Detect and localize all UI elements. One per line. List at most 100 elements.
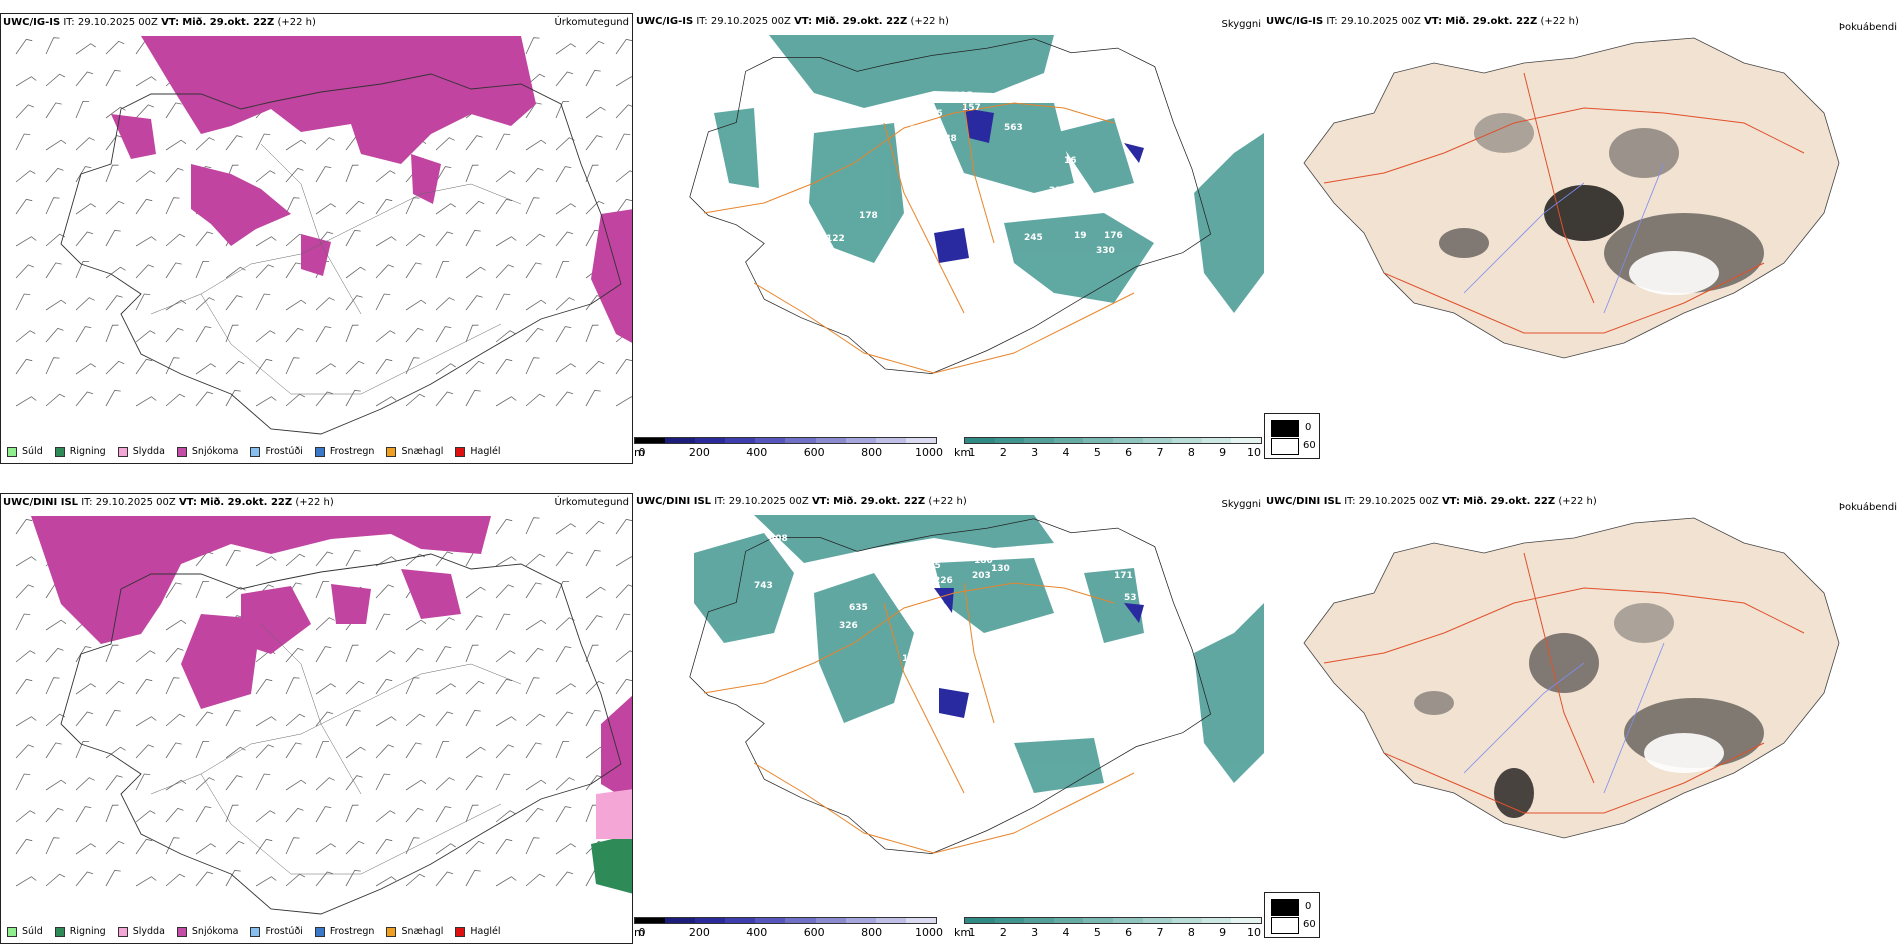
wind-barb	[435, 297, 455, 311]
wind-barb	[45, 873, 66, 887]
wind-barb	[465, 869, 481, 887]
wind-barb	[15, 104, 34, 119]
wind-barb	[165, 327, 184, 343]
wind-barb	[525, 37, 540, 55]
wind-barb	[495, 133, 511, 151]
wind-barb	[255, 678, 273, 695]
wind-barb	[405, 677, 420, 695]
colorbar-tick: 9	[1219, 926, 1227, 939]
wind-barb	[495, 613, 511, 631]
wind-barb	[585, 520, 605, 535]
wind-barb	[585, 360, 605, 375]
wind-barb	[495, 198, 513, 215]
wind-barb	[555, 137, 575, 151]
wind-barb	[105, 229, 121, 247]
wind-barb	[15, 170, 36, 183]
colorbar-tick: 1	[968, 926, 976, 939]
wind-barb	[435, 617, 455, 631]
legend-label: Slydda	[132, 926, 165, 937]
legend-label: Snjókoma	[191, 446, 239, 457]
colorbar-tick: 5	[1093, 446, 1101, 459]
wind-barb	[555, 683, 576, 695]
wind-barb	[555, 326, 572, 343]
wind-barb	[75, 843, 96, 855]
wind-barb	[465, 746, 486, 759]
wind-barb	[315, 806, 332, 823]
wind-barb	[165, 102, 182, 119]
wind-barb	[105, 295, 123, 311]
legend-swatch	[314, 446, 325, 457]
wind-barb	[255, 330, 276, 343]
wind-barb	[45, 393, 66, 407]
colorbar-strip	[634, 917, 937, 924]
wind-barb	[555, 391, 574, 407]
wind-barb	[105, 709, 121, 727]
colorbar-tick: 3	[1031, 446, 1039, 459]
ceiling-value-label: 212	[1049, 186, 1068, 196]
wind-barb	[315, 683, 336, 695]
legend-item: Frostúði	[250, 446, 303, 457]
wind-barb	[465, 840, 485, 855]
legend-item: Súld	[7, 446, 43, 457]
colorbar-tick: 9	[1219, 446, 1227, 459]
wind-barb	[495, 810, 516, 823]
wind-barb	[315, 580, 330, 599]
wind-barb	[135, 104, 154, 119]
wind-barb	[285, 393, 306, 407]
wind-barb	[225, 266, 246, 279]
ceiling-value-label: 19	[1074, 231, 1087, 241]
ceiling-colorbar: m 0 200 400 600 800 1000	[634, 917, 943, 944]
wind-barb	[225, 360, 245, 375]
wind-barb	[435, 260, 450, 279]
wind-barb	[15, 678, 33, 695]
wind-barb	[195, 740, 210, 759]
wind-barb	[135, 330, 156, 343]
legend-item: Frostúði	[250, 926, 303, 937]
wind-barb	[405, 299, 427, 311]
wind-barb	[465, 775, 483, 791]
wind-barb	[465, 804, 479, 823]
wind-barb	[375, 613, 391, 631]
colorbar-tick: 6	[1125, 926, 1133, 939]
wind-barb	[555, 297, 575, 311]
wind-barb	[375, 170, 396, 183]
colorbar-tick: 1000	[915, 446, 943, 459]
wind-barb	[255, 773, 271, 791]
wind-barb	[165, 393, 186, 407]
wind-barb	[255, 838, 273, 855]
wind-barb	[165, 807, 184, 823]
wind-barb	[75, 203, 96, 215]
wind-barb	[75, 711, 94, 727]
wind-barb	[225, 869, 241, 887]
ceiling-value-label: 367	[910, 125, 929, 135]
wind-barb	[525, 582, 542, 599]
wind-barb	[45, 357, 60, 375]
ceiling-value-label: 10	[1074, 686, 1087, 696]
wind-barb	[495, 650, 516, 663]
roads	[1323, 72, 1805, 334]
wind-barb	[555, 871, 574, 887]
wind-barb	[15, 810, 36, 823]
wind-barb	[225, 840, 245, 855]
wind-barb	[15, 556, 37, 567]
legend-swatch	[54, 926, 65, 937]
wind-barb	[285, 197, 300, 215]
wind-barb	[525, 262, 542, 279]
wind-barb	[525, 357, 540, 375]
wind-barb	[135, 810, 156, 823]
wind-barb	[345, 549, 361, 567]
wind-barb	[525, 299, 547, 311]
wind-barb	[435, 806, 452, 823]
wind-barb	[315, 363, 336, 375]
wind-barb	[135, 716, 157, 727]
colorbar-tick: 1	[968, 446, 976, 459]
wind-barb	[105, 164, 119, 183]
wind-barb	[195, 391, 214, 407]
ceiling-value-label: 324	[1039, 681, 1058, 691]
legend-swatch	[386, 926, 397, 937]
colorbar-strip	[964, 437, 1262, 444]
wind-barb	[285, 167, 304, 183]
wind-barb	[225, 586, 246, 599]
ceiling-value-label: 130	[991, 564, 1010, 574]
wind-barb	[75, 326, 92, 343]
